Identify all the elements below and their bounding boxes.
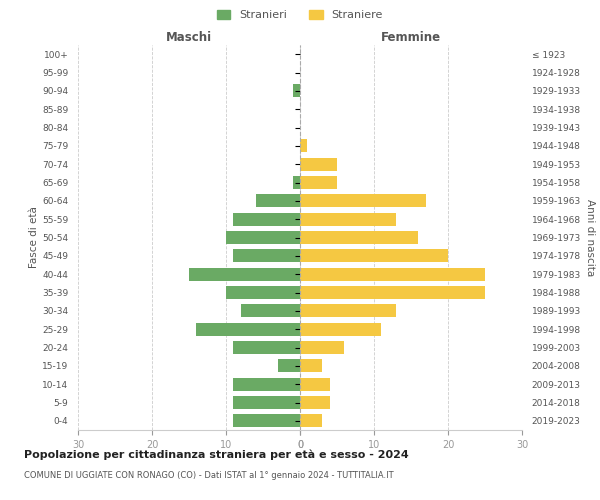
Bar xyxy=(300,341,344,354)
Bar xyxy=(226,286,300,299)
Bar xyxy=(300,249,448,262)
Bar xyxy=(233,414,300,428)
Bar xyxy=(233,341,300,354)
Bar xyxy=(196,322,300,336)
Bar xyxy=(241,304,300,318)
Bar xyxy=(293,84,300,98)
Bar xyxy=(300,268,485,281)
Title: Maschi: Maschi xyxy=(166,31,212,44)
Bar xyxy=(300,322,382,336)
Bar xyxy=(226,231,300,244)
Text: Popolazione per cittadinanza straniera per età e sesso - 2024: Popolazione per cittadinanza straniera p… xyxy=(24,449,409,460)
Bar xyxy=(233,249,300,262)
Bar xyxy=(256,194,300,207)
Bar xyxy=(300,359,322,372)
Bar xyxy=(300,286,485,299)
Bar xyxy=(300,378,329,391)
Y-axis label: Anni di nascita: Anni di nascita xyxy=(585,199,595,276)
Bar xyxy=(189,268,300,281)
Bar xyxy=(300,396,329,409)
Bar xyxy=(278,359,300,372)
Bar xyxy=(300,194,426,207)
Bar xyxy=(293,176,300,189)
Bar xyxy=(300,158,337,171)
Bar xyxy=(300,176,337,189)
Bar xyxy=(300,231,418,244)
Legend: Stranieri, Straniere: Stranieri, Straniere xyxy=(212,6,388,25)
Bar xyxy=(233,378,300,391)
Text: COMUNE DI UGGIATE CON RONAGO (CO) - Dati ISTAT al 1° gennaio 2024 - TUTTITALIA.I: COMUNE DI UGGIATE CON RONAGO (CO) - Dati… xyxy=(24,470,394,480)
Bar xyxy=(300,212,396,226)
Bar xyxy=(233,396,300,409)
Bar xyxy=(300,304,396,318)
Bar xyxy=(300,414,322,428)
Title: Femmine: Femmine xyxy=(381,31,441,44)
Bar xyxy=(233,212,300,226)
Y-axis label: Fasce di età: Fasce di età xyxy=(29,206,39,268)
Bar xyxy=(300,139,307,152)
